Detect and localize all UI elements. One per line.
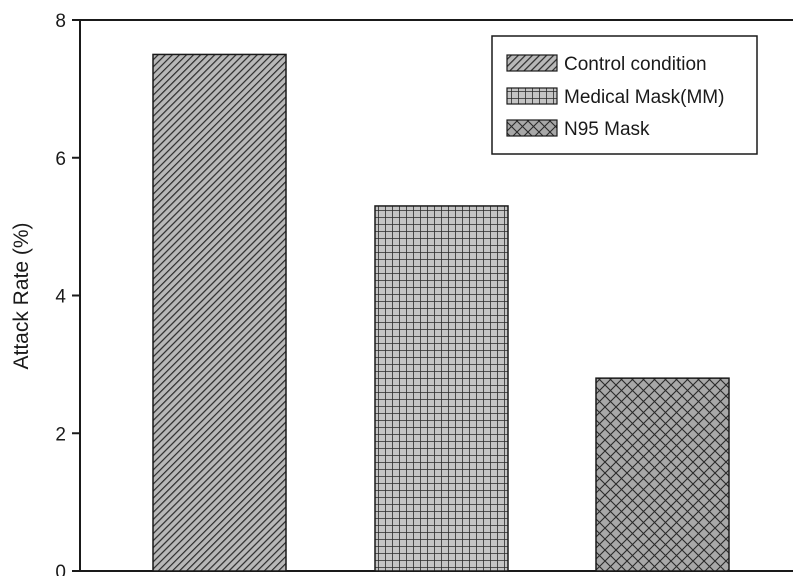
legend-label: Control condition: [564, 54, 707, 75]
y-tick-label: 2: [55, 424, 66, 445]
legend-swatch: [506, 54, 558, 72]
legend-label: Medical Mask(MM): [564, 87, 724, 108]
bar: [595, 377, 730, 572]
y-tick-label: 4: [55, 287, 66, 308]
legend-swatch: [506, 119, 558, 137]
y-tick-label: 6: [55, 149, 66, 170]
legend: Control condition Medical Mask(MM) N95 Mas…: [491, 35, 758, 155]
y-ticks: 0 2 4 6 8: [55, 11, 80, 576]
legend-label: N95 Mask: [564, 119, 650, 140]
bars: [152, 53, 730, 572]
bar: [374, 205, 509, 572]
y-axis-title: Attack Rate (%): [10, 222, 33, 369]
bar: [152, 53, 287, 572]
y-tick-label: 0: [55, 562, 66, 576]
legend-swatch: [506, 87, 558, 105]
y-tick-label: 8: [55, 11, 66, 32]
